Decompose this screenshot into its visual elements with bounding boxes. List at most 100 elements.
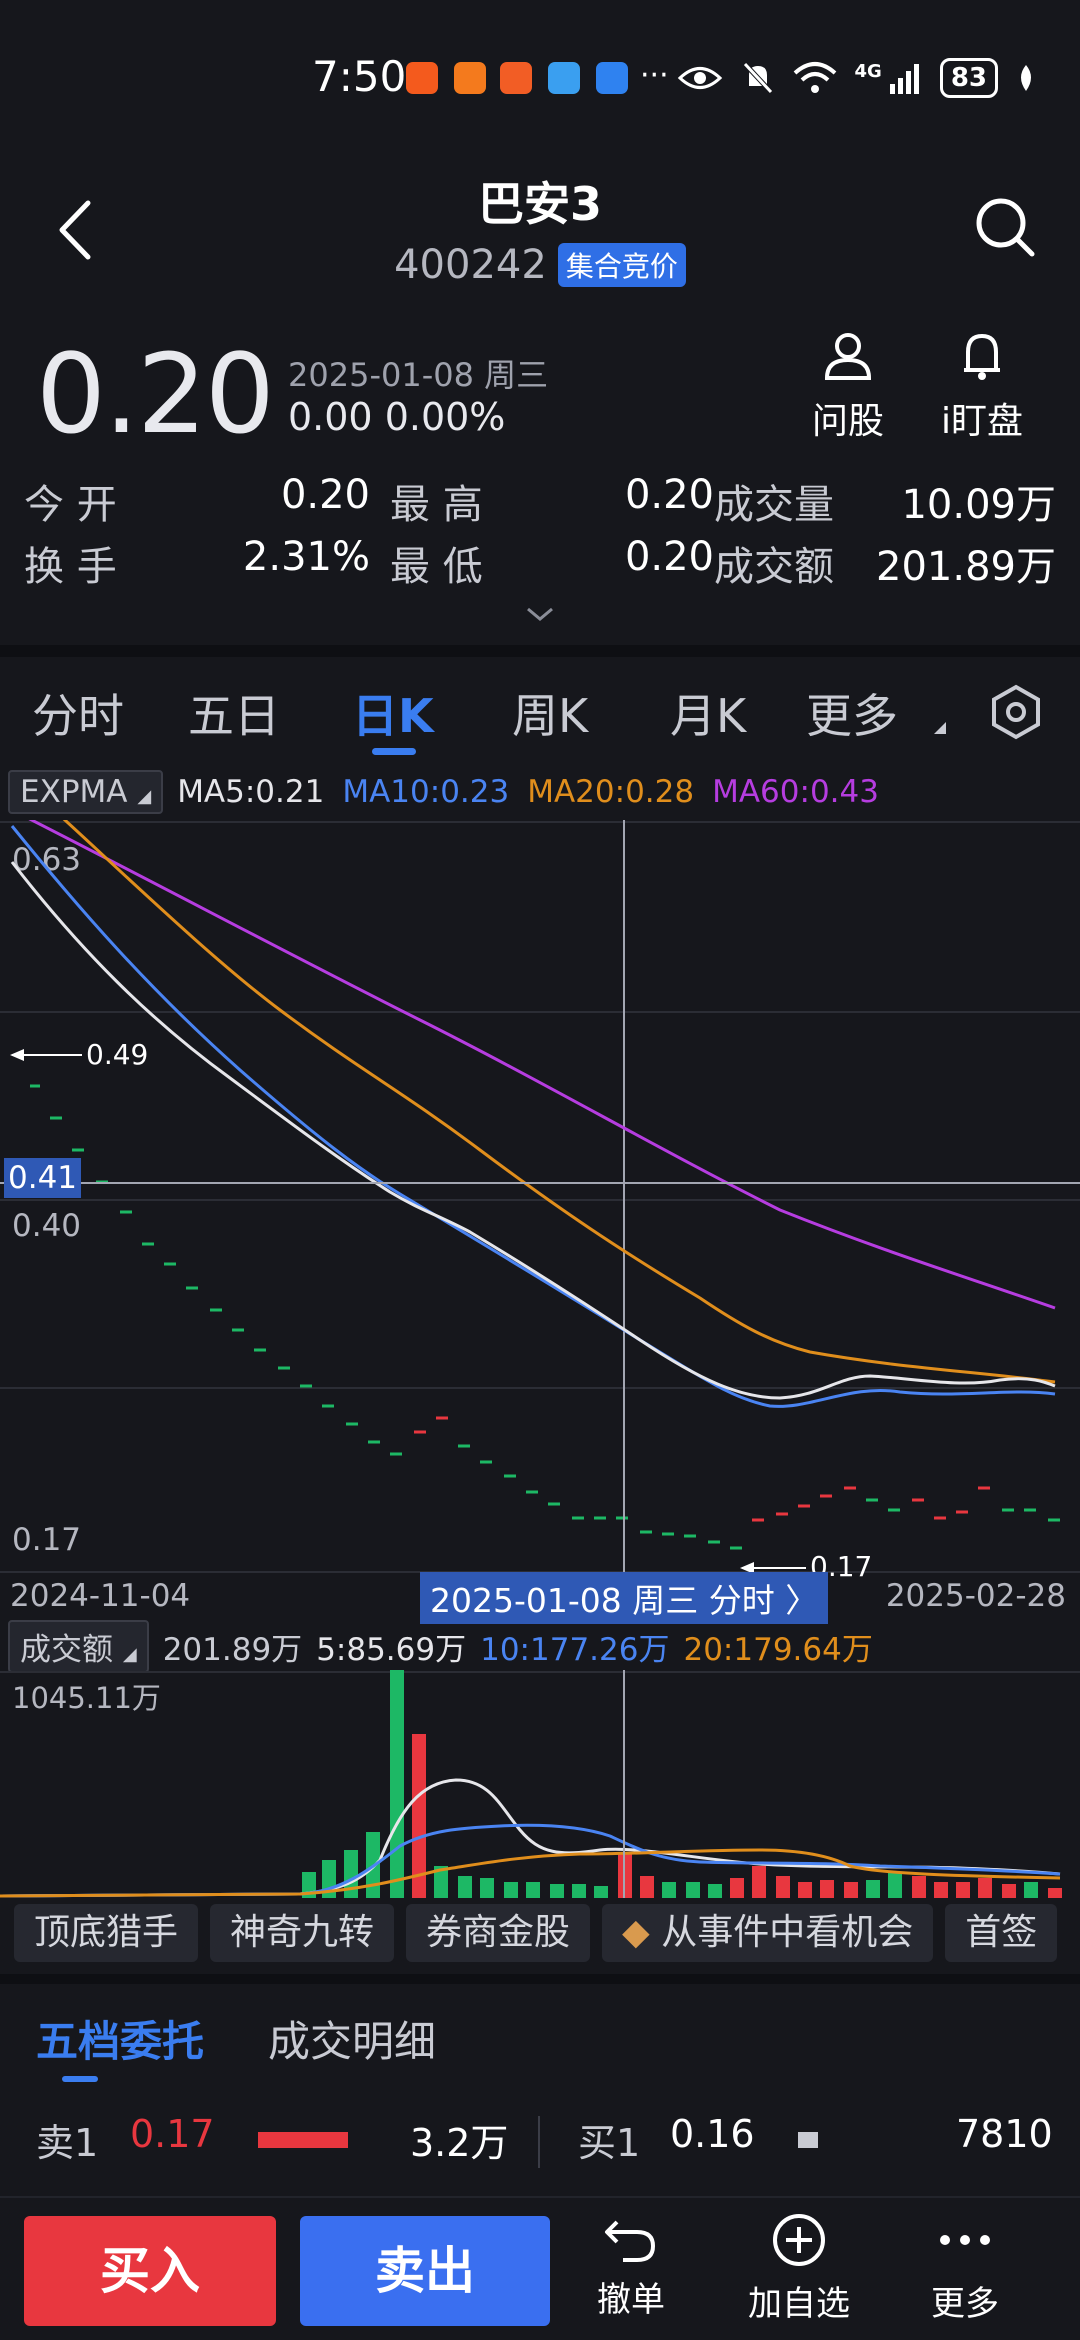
more-dots-icon — [940, 2235, 990, 2245]
eye-icon — [677, 67, 722, 89]
volume-ma10-line — [0, 1823, 1061, 1898]
chip-first-sign[interactable]: 首签 — [945, 1904, 1058, 1962]
turnover-value: 2.31% — [242, 534, 370, 580]
feature-chips: 顶底猎手 神奇九转 券商金股 ◆ 从事件中看机会 首签 — [0, 1904, 1080, 1964]
volume-label: 成交量 — [714, 482, 834, 528]
ma20-series-line — [62, 820, 1056, 1384]
buy-button[interactable]: 买入 — [24, 2216, 276, 2326]
price-change: 0.00 0.00% — [288, 395, 506, 439]
stock-code-row: 400242 集合竞价 — [0, 242, 1080, 288]
chip-nine-turns[interactable]: 神奇九转 — [210, 1904, 395, 1962]
mute-bell-icon — [742, 62, 773, 94]
bottom-action-bar: 买入 卖出 撤单 加自选 更多 — [0, 2196, 1080, 2340]
add-watchlist-button[interactable]: 加自选 — [724, 2212, 874, 2325]
settings-hexagon-icon[interactable] — [988, 684, 1044, 740]
stats-panel: 今 开 0.20 最 高 0.20 成交量 10.09万 换 手 2.31% 最… — [24, 472, 1056, 596]
y-axis-mid-label: 0.40 — [12, 1208, 81, 1244]
sell1-price: 0.17 — [130, 2112, 215, 2156]
amount-value: 201.89万 — [876, 544, 1056, 590]
buy1-label: 买1 — [578, 2121, 641, 2165]
order-book-row: 卖1 0.17 3.2万 买1 0.16 7810 — [0, 2112, 1080, 2172]
indicator-selector-label: EXPMA — [20, 774, 128, 810]
ma60-value: MA60:0.43 — [712, 774, 879, 810]
y-axis-bottom-label: 0.17 — [12, 1522, 81, 1558]
stock-name: 巴安3 — [477, 177, 602, 231]
ma60-series-line — [28, 820, 1056, 1310]
y-axis-top-label: 0.63 — [12, 842, 81, 878]
user-icon — [824, 333, 872, 380]
ask-stock-button[interactable]: 问股 — [788, 330, 908, 444]
watch-button[interactable]: i盯盘 — [922, 330, 1042, 444]
app-icon — [500, 62, 532, 94]
turnover-label: 换 手 — [24, 544, 117, 590]
order-book-tabs: 五档委托 成交明细 — [0, 2008, 1080, 2088]
open-label: 今 开 — [24, 482, 117, 528]
volume-indicator-row: 成交额 ◢ 201.89万 5:85.69万 10:177.26万 20:179… — [8, 1619, 873, 1673]
cloud-app-icon — [596, 62, 628, 94]
chip-event-opportunities[interactable]: ◆ 从事件中看机会 — [602, 1904, 934, 1962]
indicator-selector[interactable]: EXPMA ◢ — [8, 770, 164, 814]
x-axis-end-date: 2025-02-28 — [885, 1578, 1066, 1614]
ma20-value: MA20:0.28 — [527, 774, 695, 810]
add-circle-icon — [773, 2214, 825, 2266]
low-marker-arrowhead-icon — [740, 1562, 754, 1574]
chip-bottom-top-hunter[interactable]: 顶底猎手 — [14, 1904, 199, 1962]
sell1-volume: 3.2万 — [410, 2121, 509, 2165]
app-icon — [454, 62, 486, 94]
low-value: 0.20 — [624, 534, 714, 580]
volume-ma5: 5:85.69万 — [316, 1631, 467, 1668]
ma5-series-line — [10, 861, 1056, 1400]
ma5-value: MA5:0.21 — [177, 774, 325, 810]
volume-selector[interactable]: 成交额 ◢ — [8, 1619, 149, 1673]
active-tab-underline — [372, 748, 416, 755]
cancel-order-button[interactable]: 撤单 — [556, 2212, 706, 2321]
buy1-price: 0.16 — [670, 2112, 755, 2156]
tab-more[interactable]: 更多 — [806, 689, 898, 743]
volume-ma10: 10:177.26万 — [480, 1631, 670, 1668]
search-icon[interactable] — [970, 192, 1040, 262]
high-marker-value: 0.49 — [86, 1038, 149, 1071]
current-price: 0.20 — [36, 330, 275, 458]
ask-stock-label: 问股 — [811, 401, 884, 442]
volume-chart[interactable]: 1045.11万 — [0, 1670, 1080, 1900]
volume-ma20: 20:179.64万 — [683, 1631, 873, 1668]
volume-bars — [302, 1670, 1062, 1898]
tab-five-day[interactable]: 五日 — [188, 689, 280, 743]
chart-overlay — [623, 820, 625, 1572]
chart-lines-svg — [10, 820, 1056, 1408]
stats-row-1: 今 开 0.20 最 高 0.20 成交量 10.09万 — [24, 472, 1056, 534]
order-book-tab-underline — [62, 2076, 98, 2082]
leaf-icon — [1021, 65, 1031, 91]
sell-button[interactable]: 卖出 — [300, 2216, 550, 2326]
divider — [0, 1974, 1080, 1984]
buy1-volume-bar — [798, 2132, 818, 2148]
tab-weekly-k[interactable]: 周K — [512, 689, 589, 743]
tab-intraday[interactable]: 分时 — [32, 689, 124, 743]
tab-trade-details[interactable]: 成交明细 — [268, 2017, 437, 2066]
expand-chevron-icon[interactable] — [524, 604, 556, 624]
tab-monthly-k[interactable]: 月K — [670, 689, 747, 743]
chip-broker-picks[interactable]: 券商金股 — [406, 1904, 591, 1962]
auction-status-badge: 集合竞价 — [557, 243, 686, 287]
cursor-date-button[interactable]: 2025-01-08 周三 分时 〉 — [420, 1572, 829, 1624]
battery-indicator: 83 — [939, 58, 998, 98]
high-label: 最 高 — [390, 482, 483, 528]
tab-daily-k[interactable]: 日K — [352, 689, 434, 743]
sell1-volume-bar — [258, 2132, 348, 2148]
sell1-label: 卖1 — [36, 2121, 99, 2165]
tab-five-level-orders[interactable]: 五档委托 — [36, 2017, 205, 2066]
signal-icon — [889, 64, 919, 94]
volume-ma20-line — [0, 1848, 1061, 1898]
more-button[interactable]: 更多 — [890, 2212, 1040, 2325]
high-value: 0.20 — [624, 472, 714, 518]
low-label: 最 低 — [390, 544, 483, 590]
back-arrow-icon[interactable] — [50, 195, 100, 265]
wifi-icon — [793, 62, 836, 93]
crosshair-value-tag: 0.41 — [4, 1158, 82, 1198]
low-marker-arrow — [742, 1567, 806, 1569]
diamond-icon: ◆ — [622, 1912, 650, 1953]
network-label: 4G — [854, 60, 882, 82]
taobao-app-icon — [406, 62, 438, 94]
more-label: 更多 — [931, 2284, 999, 2324]
divider — [0, 645, 1080, 657]
